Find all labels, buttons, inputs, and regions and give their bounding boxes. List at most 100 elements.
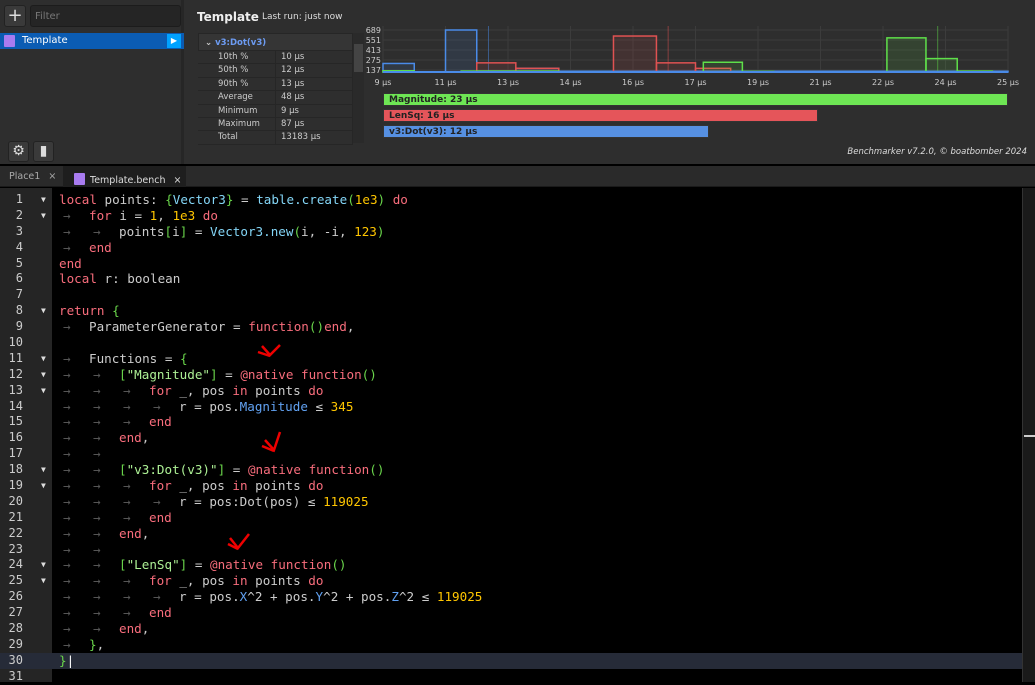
fold-arrow-icon[interactable]: ▼ bbox=[41, 481, 46, 491]
code-line[interactable]: 23 → → bbox=[0, 542, 1022, 558]
stat-label: 50th % bbox=[198, 64, 276, 77]
code-line[interactable]: 15 → → → end bbox=[0, 414, 1022, 430]
line-number: 17 bbox=[8, 446, 23, 461]
code-line[interactable]: 20 → → → → r = pos:Dot(pos) ≤ 119025 bbox=[0, 494, 1022, 510]
indent-guide-icon: → bbox=[63, 573, 71, 589]
editor-scrollbar[interactable] bbox=[1022, 188, 1035, 682]
stats-benchmark-selector[interactable]: ⌄ v3:Dot(v3) bbox=[198, 33, 353, 51]
code-editor[interactable]: 1 ▼ local points: {Vector3} = table.create… bbox=[0, 188, 1035, 685]
indent-guide-icon: → bbox=[63, 398, 71, 414]
code-token: r: boolean bbox=[96, 271, 181, 287]
code-line[interactable]: 22 → → end, bbox=[0, 526, 1022, 542]
code-token: end bbox=[119, 621, 142, 637]
indent-guide-icon: → bbox=[93, 525, 101, 541]
code-line[interactable]: 18 ▼ → → ["v3:Dot(v3)"] = @native function() bbox=[0, 462, 1022, 478]
code-token: end bbox=[119, 525, 142, 541]
code-line[interactable]: 10 bbox=[0, 335, 1022, 351]
code-line[interactable]: 24 ▼ → → ["LenSq"] = @native function() bbox=[0, 557, 1022, 573]
close-icon[interactable]: × bbox=[173, 175, 182, 186]
code-text: → → end, bbox=[59, 621, 149, 637]
fold-arrow-icon[interactable]: ▼ bbox=[41, 465, 46, 475]
sidebar-item-template[interactable]: Template ▶ bbox=[0, 33, 184, 49]
code-line[interactable]: 31 bbox=[0, 669, 1022, 685]
code-line[interactable]: 29 →}, bbox=[0, 637, 1022, 653]
x-tick-label: 17 µs bbox=[685, 78, 707, 87]
code-line[interactable]: 2 ▼ → for i = 1, 1e3 do bbox=[0, 208, 1022, 224]
stat-label: Average bbox=[198, 91, 276, 104]
code-text: → → → for _, pos in points do bbox=[59, 478, 323, 494]
scroll-thumb[interactable] bbox=[354, 44, 363, 72]
code-line[interactable]: 30}| bbox=[0, 652, 1022, 669]
histogram-bin bbox=[702, 61, 744, 73]
line-number: 7 bbox=[15, 287, 23, 302]
code-line[interactable]: 14 → → → → r = pos.Magnitude ≤ 345 bbox=[0, 399, 1022, 415]
code-line[interactable]: 12 ▼ → → ["Magnitude"] = @native function() bbox=[0, 367, 1022, 383]
code-token: end bbox=[149, 605, 172, 621]
close-icon[interactable]: × bbox=[48, 171, 57, 182]
line-number: 31 bbox=[8, 668, 23, 683]
code-line[interactable]: 6 local r: boolean bbox=[0, 271, 1022, 287]
tab-template-bench[interactable]: Template.bench × bbox=[63, 166, 186, 187]
benchmark-sidebar: + Filter Template ▶ ⚙ ▮ bbox=[0, 0, 184, 164]
code-line[interactable]: 9 → ParameterGenerator = function()end, bbox=[0, 319, 1022, 335]
filter-input[interactable]: Filter bbox=[30, 5, 181, 27]
code-line[interactable]: 19 ▼ → → → for _, pos in points do bbox=[0, 478, 1022, 494]
line-number: 11 bbox=[8, 350, 23, 365]
code-text: → → → end bbox=[59, 510, 172, 526]
indent-guide-icon: → bbox=[63, 382, 71, 398]
code-token: = bbox=[217, 366, 241, 382]
code-line[interactable]: 1 ▼ local points: {Vector3} = table.create… bbox=[0, 192, 1022, 208]
code-line[interactable]: 16 → → end, bbox=[0, 430, 1022, 446]
code-token: end bbox=[149, 509, 172, 525]
code-token: 1e3 bbox=[172, 207, 196, 223]
code-text: → → → → r = pos.Magnitude ≤ 345 bbox=[59, 399, 353, 415]
code-token: for bbox=[149, 478, 172, 494]
fold-arrow-icon[interactable]: ▼ bbox=[41, 210, 46, 220]
fold-arrow-icon[interactable]: ▼ bbox=[41, 560, 46, 570]
code-line[interactable]: 11 ▼ → Functions = { bbox=[0, 351, 1022, 367]
code-token: @native function bbox=[247, 462, 370, 478]
y-tick-label: 689 bbox=[366, 26, 381, 35]
fold-arrow-icon[interactable]: ▼ bbox=[41, 353, 46, 363]
code-text: → → ["v3:Dot(v3)"] = @native function() bbox=[59, 462, 384, 478]
tab-place1[interactable]: Place1 × bbox=[0, 166, 62, 187]
line-number: 12 bbox=[8, 366, 23, 381]
gear-icon[interactable]: ⚙ bbox=[8, 141, 29, 162]
code-line[interactable]: 21 → → → end bbox=[0, 510, 1022, 526]
line-number: 16 bbox=[8, 430, 23, 445]
code-line[interactable]: 28 → → end, bbox=[0, 621, 1022, 637]
code-line[interactable]: 8 ▼ return { bbox=[0, 303, 1022, 319]
code-token: ^2 ≤ bbox=[398, 589, 437, 605]
code-line[interactable]: 4 → end bbox=[0, 240, 1022, 256]
benchmarker-panel: + Filter Template ▶ ⚙ ▮ Template Last ru… bbox=[0, 0, 1035, 164]
code-line[interactable]: 3 → → points[i] = Vector3.new(i, -i, 123) bbox=[0, 224, 1022, 240]
fold-arrow-icon[interactable]: ▼ bbox=[41, 195, 46, 204]
code-line[interactable]: 26 → → → → r = pos.X^2 + pos.Y^2 + pos.Z^2 ≤ … bbox=[0, 589, 1022, 605]
play-icon[interactable]: ▶ bbox=[167, 34, 181, 48]
code-line[interactable]: 7 bbox=[0, 287, 1022, 303]
indent-guide-icon: → bbox=[63, 493, 71, 509]
code-line[interactable]: 27 → → → end bbox=[0, 605, 1022, 621]
code-token: for bbox=[149, 573, 172, 589]
fold-arrow-icon[interactable]: ▼ bbox=[41, 306, 46, 316]
book-icon[interactable]: ▮ bbox=[33, 141, 54, 162]
fold-arrow-icon[interactable]: ▼ bbox=[41, 385, 46, 395]
code-token: i = bbox=[111, 207, 150, 223]
x-tick-label: 22 µs bbox=[872, 78, 894, 87]
code-line[interactable]: 25 ▼ → → → for _, pos in points do bbox=[0, 573, 1022, 589]
code-token: ( bbox=[347, 192, 355, 207]
fold-arrow-icon[interactable]: ▼ bbox=[41, 369, 46, 379]
code-token: "LenSq" bbox=[126, 557, 180, 573]
indent-guide-icon: → bbox=[93, 478, 101, 494]
fold-arrow-icon[interactable]: ▼ bbox=[41, 576, 46, 586]
editor-tab-bar: Place1 × Template.bench × bbox=[0, 166, 1035, 187]
indent-guide-icon: → bbox=[153, 398, 161, 414]
code-line[interactable]: 13 ▼ → → → for _, pos in points do bbox=[0, 383, 1022, 399]
code-token: do bbox=[308, 573, 324, 589]
code-line[interactable]: 17 → → bbox=[0, 446, 1022, 462]
indent-guide-icon: → bbox=[93, 541, 101, 557]
code-line[interactable]: 5 end bbox=[0, 256, 1022, 272]
line-number: 6 bbox=[15, 271, 23, 286]
stats-scrollbar[interactable] bbox=[353, 33, 364, 143]
add-benchmark-button[interactable]: + bbox=[4, 5, 26, 27]
